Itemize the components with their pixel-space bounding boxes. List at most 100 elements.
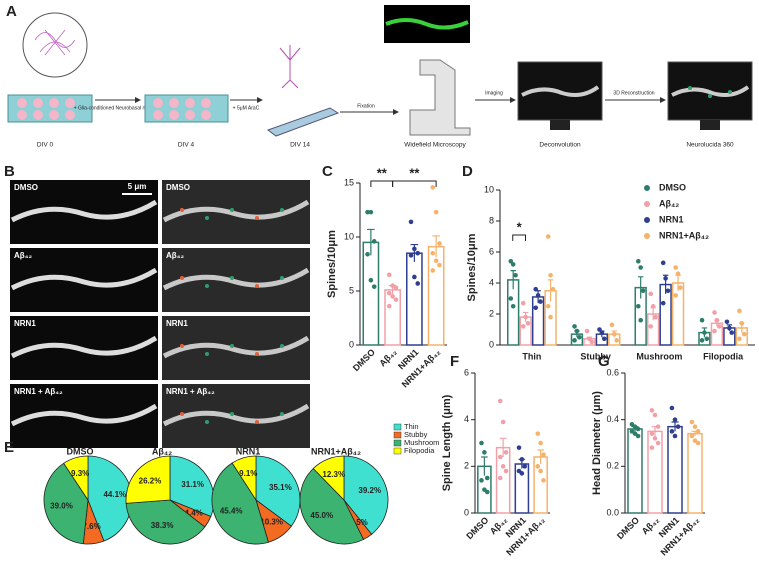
data-point [525,321,531,326]
data-point [393,285,399,291]
data-point [655,440,661,446]
data-point [510,303,516,309]
data-point [689,433,695,439]
step: Widefield Microscopy [404,142,466,149]
data-point [548,272,553,278]
data-point [737,308,742,314]
dendrite [10,335,158,359]
data-point [430,250,436,256]
data-point [673,265,678,270]
significance-label: * [517,219,523,234]
data-point [508,296,514,301]
data-point [368,209,374,215]
x-tick-label: Thin [522,351,541,361]
spine [230,208,234,212]
data-point [479,440,484,446]
pie-slice [125,455,171,504]
data-point [386,272,392,278]
spine [255,420,259,424]
y-tick-label: 0 [464,507,469,517]
data-point [663,276,668,281]
panel-label: D [462,163,473,180]
spine [255,284,259,288]
data-point [716,324,722,329]
data-point [714,317,720,323]
stand [550,120,570,130]
data-point [650,303,656,309]
panel-label: E [4,439,14,456]
data-point [430,268,436,273]
data-point [516,445,522,450]
spine [180,276,184,280]
legend-swatch [393,423,402,431]
pie-slice [63,455,89,502]
data-point [520,300,526,306]
data-point [368,277,374,283]
data-point [699,317,705,323]
spine [205,420,209,424]
data-point [649,445,655,450]
data-point [545,234,551,239]
bar [671,282,685,346]
data-point [535,464,541,469]
y-tick-label: 0 [489,339,494,349]
legend-label: NRN1+Aβ₄₂ [659,230,709,240]
dendrite [671,85,750,97]
data-point [704,336,710,342]
legend-label: NRN1 [659,214,684,224]
dendrite [162,335,310,359]
data-point [689,419,695,425]
pie-slice [211,462,269,545]
spine [230,344,234,348]
data-point [541,452,546,457]
legend-label: Mushroom [404,438,439,447]
image-label: NRN1 + Aβ₄₂ [14,387,63,396]
pie-value-label: 9.1% [239,469,257,478]
data-point [727,325,732,331]
spine [255,352,259,356]
step: Deconvolution [539,142,581,149]
x-tick-label: DMSO [464,515,490,541]
y-tick-label: 0.4 [606,414,619,424]
x-tick-label: DMSO [615,515,641,541]
data-point [503,450,509,455]
data-point [649,408,655,413]
data-point [415,281,421,286]
data-point [572,324,577,329]
data-point [741,331,747,337]
data-point [652,412,658,418]
pie-value-label: 26.2% [139,477,162,486]
step: + Glia-conditioned Neurobasal medium [74,105,161,111]
data-point [520,324,526,329]
pie-slice [255,455,301,527]
panel-label: G [598,353,610,370]
image-label: NRN1 [166,319,188,328]
data-point [739,321,745,326]
data-point [412,246,417,252]
dendrite [521,85,600,97]
step: Neurolucida 360 [686,142,734,149]
image-label: NRN1 + Aβ₄₂ [166,387,215,396]
pie-slice [312,455,345,501]
pie-value-label: 9.3% [71,469,89,478]
data-point [538,299,543,304]
data-point [635,433,641,439]
data-point [433,209,439,215]
error-bar [510,270,516,290]
x-tick-label: Stubby [580,351,611,361]
dendrite [10,199,158,223]
data-point [541,478,546,483]
data-point [371,239,377,244]
data-point [672,433,678,439]
legend-label: DMSO [659,182,686,192]
y-axis-label: Spines/10μm [326,230,338,298]
x-tick-label: Aβ₄₂ [377,347,398,368]
legend-marker [644,217,650,223]
microscope [409,59,471,136]
image-label: Aβ₄₂ [14,251,32,260]
data-point [695,429,701,434]
bar [362,241,380,346]
pie-value-label: 3.5% [350,518,368,527]
bar [507,279,520,346]
data-point [572,338,577,343]
